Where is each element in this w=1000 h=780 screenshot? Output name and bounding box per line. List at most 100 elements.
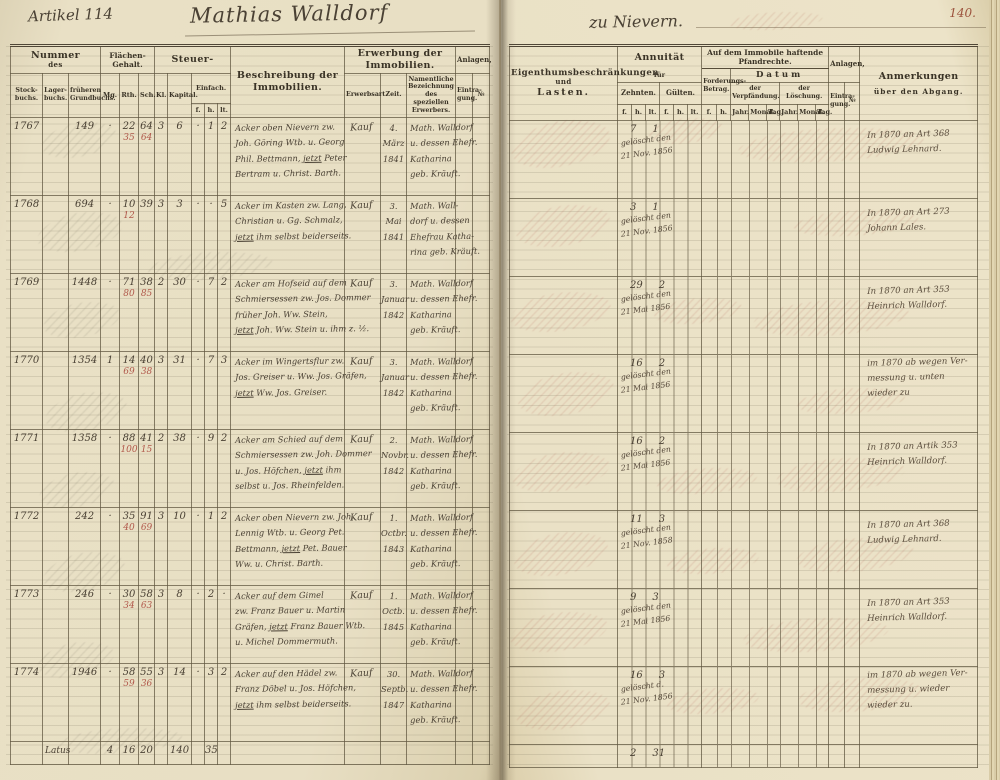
sum-row-right: 2 31 bbox=[509, 743, 979, 768]
cell-flaeche-mg-value: · bbox=[108, 276, 112, 288]
beschreibung-line: Joh. Göring Wtb. u. Georg bbox=[235, 136, 345, 149]
cell-steuer-einfach-0: · bbox=[191, 116, 206, 196]
cell-lagerbuch bbox=[42, 428, 69, 508]
beschreibung-line: jetzt Joh. Ww. Stein u. ihm z. ½. bbox=[235, 323, 370, 336]
bleed-through-mark bbox=[725, 10, 827, 32]
ledger-row-1774: 1774 1946 · 58 59 55 36 3 14 · 3 2 Acker auf den Häd… bbox=[10, 662, 491, 742]
place-underline-rule bbox=[696, 27, 986, 28]
annuitaet-digit: 2 bbox=[658, 279, 666, 291]
header-loesch-jahr: Jahr. bbox=[779, 103, 798, 121]
cell-steuer-kapital: 6 bbox=[167, 116, 193, 196]
cell-erwerber: Math. Walldorf u. dessen Ehefr. Katharina g… bbox=[406, 350, 478, 430]
cell-beschreibung: Acker im Kasten zw. Lang, Christian u. Gg… bbox=[230, 194, 351, 274]
cell-flaeche-mg-value: · bbox=[108, 120, 112, 132]
cell-flaeche-sch-value: 41 bbox=[140, 432, 153, 444]
cell-anmerkung: In 1870 an Artik 353 Heinrich Walldorf. bbox=[859, 431, 979, 511]
erwerbsart-value: Kauf bbox=[349, 121, 373, 134]
cell-nr-left bbox=[472, 116, 491, 196]
cell-lasten bbox=[509, 509, 618, 589]
cell-flaeche-mg-value: · bbox=[108, 666, 112, 678]
header-lasten: Eigenthumsbeschränkungen und Lasten. bbox=[509, 45, 658, 121]
annuitaet-digit: 11 bbox=[630, 513, 643, 525]
annuitaet-digit: 9 bbox=[630, 591, 637, 603]
zeit-line: 1. bbox=[389, 590, 398, 601]
annuitaet-digit: 3 bbox=[652, 591, 659, 603]
zeit-line: 2. bbox=[389, 434, 398, 445]
erwerber-line: Math. Walldorf bbox=[410, 121, 474, 133]
cell-flaeche-rth-value: 30 bbox=[122, 588, 136, 600]
cell-steuer-einfach-1: 2 bbox=[204, 584, 219, 664]
erwerber-line: geb. Kräuft. bbox=[410, 714, 461, 726]
cell-pfandrechte bbox=[701, 353, 830, 433]
header-einfach: Einfach. bbox=[191, 72, 232, 104]
cell-grundbuch-nr: 149 bbox=[67, 116, 102, 196]
cell-flaeche-sch-red-value: 36 bbox=[140, 678, 153, 689]
cell-eintragung-right bbox=[828, 587, 846, 667]
header-erwerbung: Erwerbung der Immobilien. bbox=[344, 45, 457, 74]
cell-nr-left bbox=[472, 350, 491, 430]
cell-lasten bbox=[509, 665, 618, 745]
erwerber-line: Ehefrau Katha- bbox=[410, 230, 475, 242]
cell-steuer-kl: 3 bbox=[154, 350, 169, 430]
header-namentlich: Namentliche Bezeichnung des speziellen E… bbox=[406, 72, 457, 118]
underlined-word: jetzt bbox=[235, 387, 254, 398]
sum-empty-grundbuch bbox=[67, 740, 102, 765]
cell-steuer-kl: 3 bbox=[154, 506, 169, 586]
cell-nr-left bbox=[472, 506, 491, 586]
annuitaet-digit: 7 bbox=[630, 123, 637, 135]
sum-flaeche-mg: 4 bbox=[100, 740, 121, 765]
cell-flaeche-rth-value: 35 bbox=[122, 510, 136, 522]
cell-grundbuch-nr: 1448 bbox=[67, 272, 102, 352]
cell-annuitaet: 16 2 gelöscht den 21 Mai 1856 bbox=[616, 431, 703, 511]
cell-flaeche-sch-value: 40 bbox=[140, 354, 153, 366]
cell-steuer-einfach-1: 3 bbox=[204, 662, 219, 742]
cell-zeit: 30. Septb. 1847 bbox=[380, 662, 408, 742]
cell-eintragung-right bbox=[828, 275, 846, 355]
cell-beschreibung: Acker auf den Hädel zw. Franz Döbel u. Jo… bbox=[230, 662, 356, 742]
beschreibung-line: zw. Franz Bauer u. Martin bbox=[235, 604, 346, 617]
ledger-row-right-1768: 3 1 gelöscht den 21 Nov. 1856 In 1870 an Art… bbox=[509, 197, 979, 277]
cell-flaeche-rth-red-value: 12 bbox=[123, 210, 135, 221]
cell-flaeche-sch: 39 bbox=[138, 194, 156, 274]
zeit-line: Mai bbox=[385, 216, 402, 227]
cell-flaeche-sch: 40 38 bbox=[138, 350, 156, 430]
artikel-number: Artikel 114 bbox=[27, 4, 114, 26]
erwerber-line: Katharina bbox=[410, 386, 452, 398]
underlined-word: jetzt bbox=[235, 231, 254, 242]
annuitaet-digit: 16 bbox=[630, 669, 643, 681]
cell-anmerkung: In 1870 an Art 368 Ludwig Lehnard. bbox=[859, 509, 979, 589]
header-nummer-des: des bbox=[48, 60, 63, 70]
cell-steuer-kl: 3 bbox=[154, 116, 169, 196]
header-mg: Mg. bbox=[100, 72, 121, 118]
annuitaet-value: 16 3 bbox=[618, 667, 701, 683]
zeit-line: 30. bbox=[386, 668, 401, 679]
sum-annuitaet-digit: 31 bbox=[652, 747, 666, 759]
cell-flaeche-sch-value: 55 bbox=[140, 666, 153, 678]
erwerber-line: u. dessen Ehefr. bbox=[410, 293, 478, 305]
cell-flaeche-sch-value: 91 bbox=[140, 510, 153, 522]
erwerber-line: rina geb. Kräuft. bbox=[410, 245, 481, 258]
header-guelten-f: f. bbox=[659, 103, 674, 121]
anmerkung-line: Heinrich Walldorf. bbox=[867, 299, 948, 312]
zeit-line: 1841 bbox=[382, 153, 405, 164]
cell-flaeche-sch: 55 36 bbox=[138, 662, 156, 742]
cell-steuer-kapital: 10 bbox=[167, 506, 193, 586]
zeit-line: 1. bbox=[389, 512, 398, 523]
cell-steuer-einfach-0: · bbox=[191, 350, 206, 430]
ledger-row-1771: 1771 1358 · 88 100 41 15 2 38 · 9 2 Acker am Schied … bbox=[10, 428, 491, 508]
zeit-line: 1845 bbox=[382, 621, 405, 632]
header-grundbuch: früheren Grundbuchs. bbox=[67, 72, 115, 118]
cell-erwerbsart: Kauf bbox=[344, 194, 382, 274]
cell-beschreibung: Acker am Hofseid auf dem Schmiersessen zw… bbox=[230, 272, 371, 352]
cell-eintragung-right bbox=[828, 197, 846, 277]
ledger-row-1773: 1773 246 · 30 34 58 63 3 8 · 2 · Acker auf dem Gimel… bbox=[10, 584, 491, 664]
ledger-row-1767: 1767 149 · 22 35 64 64 3 6 · 1 2 Acker oben Nievern … bbox=[10, 116, 491, 196]
cell-lasten bbox=[509, 119, 618, 199]
header-beschreibung: Beschreibung der Immobilien. bbox=[230, 45, 346, 118]
zeit-line: Octbr. bbox=[381, 528, 407, 539]
cell-anmerkung: In 1870 an Art 273 Johann Lales. bbox=[859, 197, 979, 277]
cell-nr-left bbox=[472, 428, 491, 508]
annuitaet-digit: 3 bbox=[658, 513, 666, 525]
erwerbsart-value: Kauf bbox=[349, 667, 373, 680]
